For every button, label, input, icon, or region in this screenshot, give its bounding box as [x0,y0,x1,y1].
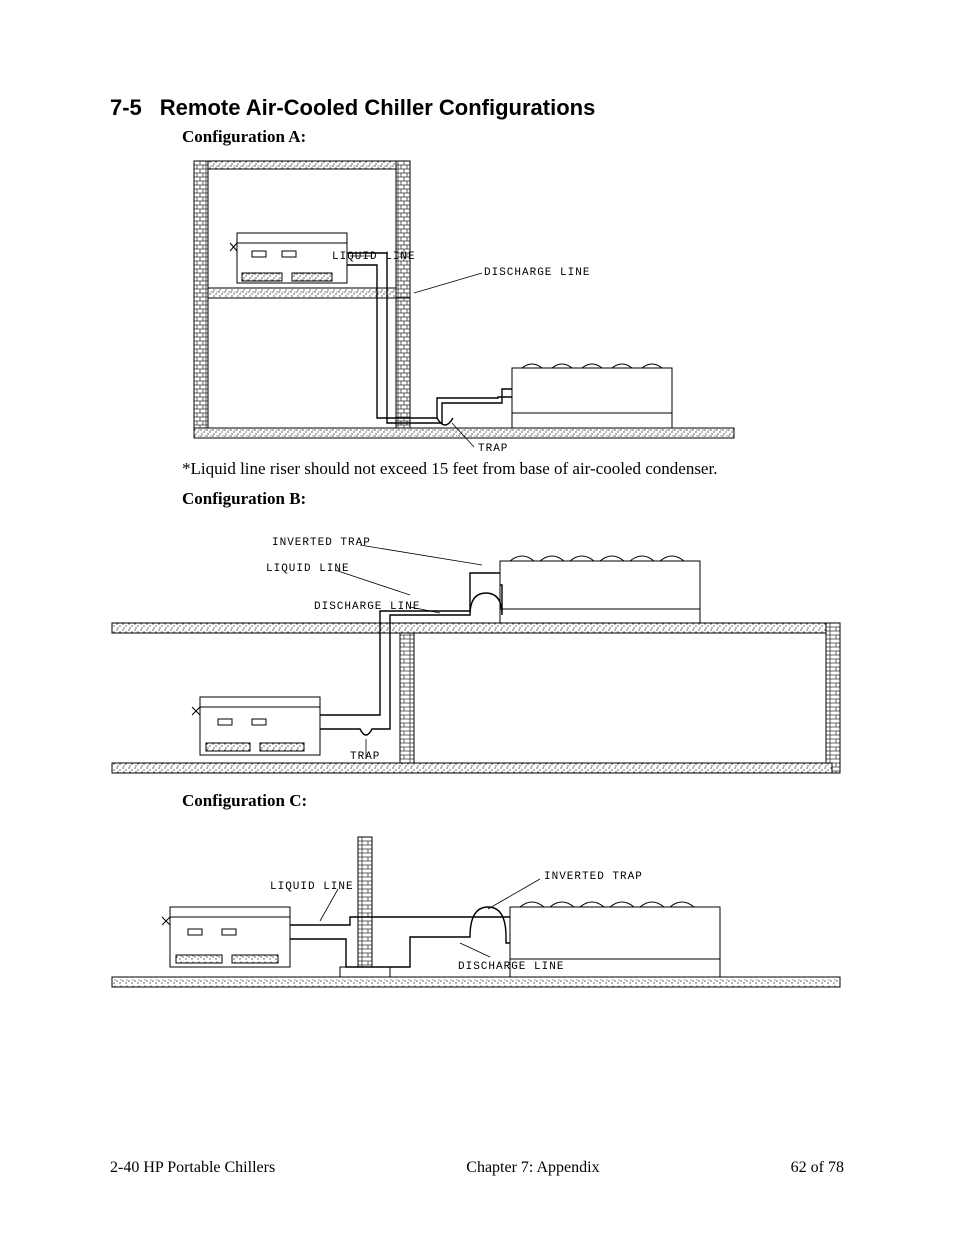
section-title: Remote Air-Cooled Chiller Configurations [160,95,596,121]
b-discharge-label: DISCHARGE LINE [314,601,420,613]
section-number: 7-5 [110,95,142,121]
a-discharge-label: DISCHARGE LINE [484,267,590,279]
config-b-label: Configuration B: [182,489,844,509]
a-liquid-label: LIQUID LINE [332,251,416,263]
liquid-line-note: *Liquid line riser should not exceed 15 … [182,459,844,479]
b-liquid-label: LIQUID LINE [266,563,350,575]
c-discharge-label: DISCHARGE LINE [458,961,564,973]
footer-right: 62 of 78 [791,1159,844,1177]
config-a-label: Configuration A: [182,127,844,147]
footer-center: Chapter 7: Appendix [466,1159,599,1177]
figure-config-b: INVERTED TRAP LIQUID LINE DISCHARGE LINE… [110,515,844,785]
footer-left: 2-40 HP Portable Chillers [110,1159,275,1177]
c-inverted-label: INVERTED TRAP [544,871,643,883]
b-trap-label: TRAP [350,751,380,763]
b-inverted-label: INVERTED TRAP [272,537,371,549]
figure-config-c: LIQUID LINE INVERTED TRAP DISCHARGE LINE [110,817,844,1002]
figure-config-a: LIQUID LINE DISCHARGE LINE TRAP [182,153,844,453]
c-liquid-label: LIQUID LINE [270,881,354,893]
config-c-label: Configuration C: [182,791,844,811]
a-trap-label: TRAP [478,443,508,453]
